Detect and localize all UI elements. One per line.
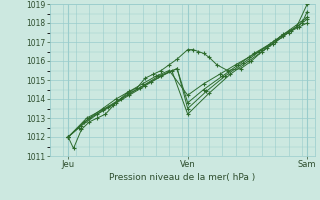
X-axis label: Pression niveau de la mer( hPa ): Pression niveau de la mer( hPa ): [109, 173, 256, 182]
